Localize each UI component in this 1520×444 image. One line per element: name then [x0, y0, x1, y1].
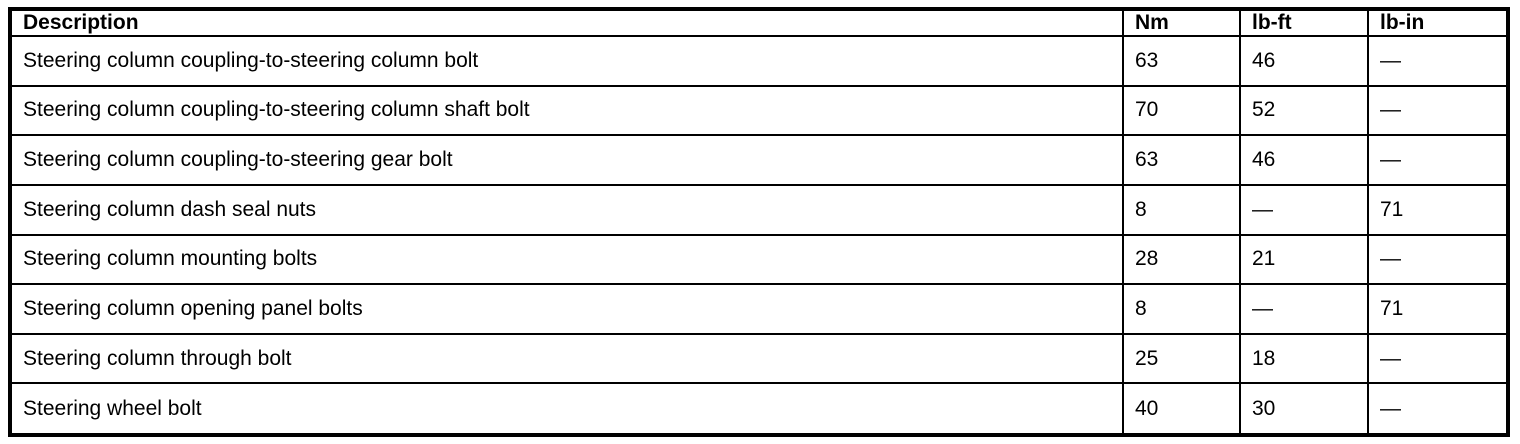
cell-lb-in: 71	[1367, 283, 1509, 335]
cell-nm: 8	[1122, 283, 1241, 335]
cell-lb-ft: 52	[1239, 84, 1369, 137]
column-header-lb-in: lb-in	[1367, 7, 1509, 38]
cell-lb-ft: 30	[1239, 382, 1369, 436]
cell-lb-in: —	[1367, 134, 1509, 186]
cell-lb-ft: —	[1239, 183, 1369, 236]
cell-nm: 63	[1122, 134, 1241, 186]
table-row: Steering column mounting bolts 28 21 —	[9, 233, 1509, 286]
cell-nm: 28	[1122, 233, 1241, 286]
cell-lb-in: 71	[1367, 183, 1509, 236]
cell-description: Steering column coupling-to-steering gea…	[9, 134, 1124, 186]
table-row: Steering column coupling-to-steering gea…	[9, 134, 1509, 186]
cell-lb-ft: 18	[1239, 332, 1369, 385]
cell-lb-in: —	[1367, 84, 1509, 137]
torque-spec-table: Description Nm lb-ft lb-in Steering colu…	[8, 7, 1510, 437]
cell-lb-ft: 21	[1239, 233, 1369, 286]
column-header-description: Description	[9, 7, 1124, 38]
cell-nm: 25	[1122, 332, 1241, 385]
cell-nm: 40	[1122, 382, 1241, 436]
column-header-lb-ft: lb-ft	[1239, 7, 1369, 38]
cell-lb-in: —	[1367, 35, 1509, 87]
cell-description: Steering column coupling-to-steering col…	[9, 84, 1124, 137]
table-row: Steering wheel bolt 40 30 —	[9, 382, 1509, 436]
cell-lb-ft: —	[1239, 283, 1369, 335]
cell-lb-in: —	[1367, 233, 1509, 286]
cell-nm: 8	[1122, 183, 1241, 236]
table-row: Steering column through bolt 25 18 —	[9, 332, 1509, 385]
cell-description: Steering column opening panel bolts	[9, 283, 1124, 335]
column-header-nm: Nm	[1122, 7, 1241, 38]
cell-description: Steering column mounting bolts	[9, 233, 1124, 286]
cell-lb-in: —	[1367, 382, 1509, 436]
table-row: Steering column coupling-to-steering col…	[9, 35, 1509, 87]
cell-lb-ft: 46	[1239, 35, 1369, 87]
cell-lb-in: —	[1367, 332, 1509, 385]
cell-lb-ft: 46	[1239, 134, 1369, 186]
cell-nm: 63	[1122, 35, 1241, 87]
cell-description: Steering wheel bolt	[9, 382, 1124, 436]
table-row: Steering column coupling-to-steering col…	[9, 84, 1509, 137]
cell-nm: 70	[1122, 84, 1241, 137]
table-row: Steering column dash seal nuts 8 — 71	[9, 183, 1509, 236]
cell-description: Steering column coupling-to-steering col…	[9, 35, 1124, 87]
cell-description: Steering column dash seal nuts	[9, 183, 1124, 236]
table-header-row: Description Nm lb-ft lb-in	[9, 7, 1509, 38]
cell-description: Steering column through bolt	[9, 332, 1124, 385]
table-row: Steering column opening panel bolts 8 — …	[9, 283, 1509, 335]
